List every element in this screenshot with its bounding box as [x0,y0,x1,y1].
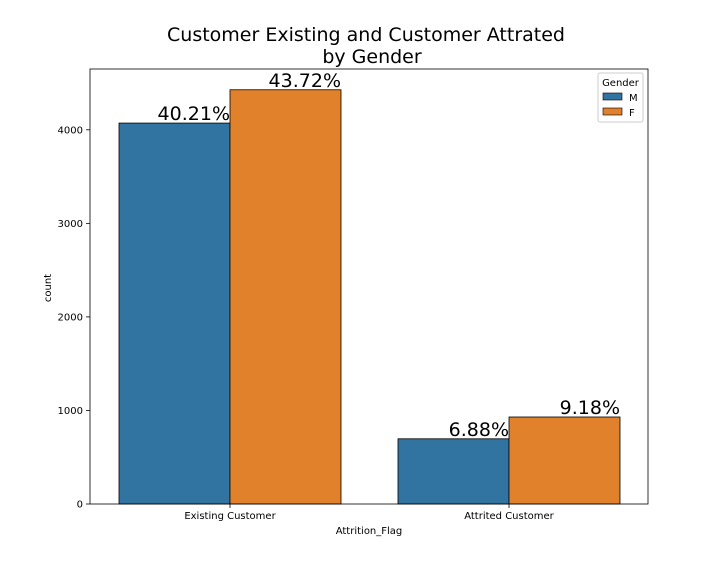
legend: Gender M F [597,72,644,123]
chart-title-line-1: Customer Existing and Customer Attrated [167,24,565,46]
y-tick-label-2000: 2000 [58,312,83,323]
y-tick-label-1000: 1000 [58,406,83,417]
x-axis-label: Attrition_Flag [336,526,403,537]
bars-layer [118,89,621,505]
legend-swatch-f [602,107,623,116]
y-axis: 0 1000 2000 3000 4000 [58,125,90,511]
legend-label-m: M [629,93,638,104]
legend-title: Gender [602,78,640,89]
plot-frame [89,68,649,505]
bar-label-attrited-customer-f: 9.18% [560,397,620,419]
y-tick-label-0: 0 [77,500,83,511]
x-tick-label-existing-customer: Existing Customer [184,511,276,522]
bar-label-existing-customer-m: 40.21% [158,103,230,125]
y-tick-label-4000: 4000 [58,125,83,136]
legend-swatch-m [602,92,623,101]
bar-label-attrited-customer-m: 6.88% [449,419,509,441]
y-axis-label: count [43,274,54,302]
x-tick-label-attrited-customer: Attrited Customer [464,511,554,522]
bar-existing-customer-f [229,89,342,505]
bar-attrited-customer-f [508,416,621,505]
bar-label-existing-customer-f: 43.72% [269,70,341,92]
bar-attrited-customer-m [397,438,510,505]
bar-existing-customer-m [118,122,231,505]
legend-label-f: F [629,108,635,119]
x-axis: Existing Customer Attrited Customer [184,504,555,522]
y-tick-label-3000: 3000 [58,219,83,230]
bar-labels-layer: 40.21% 43.72% 6.88% 9.18% [158,70,620,441]
chart-title-line-2: by Gender [322,46,422,68]
